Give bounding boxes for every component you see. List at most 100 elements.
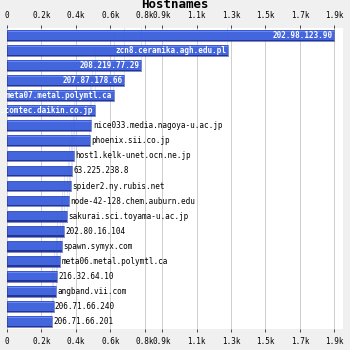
FancyBboxPatch shape <box>7 166 72 176</box>
FancyBboxPatch shape <box>7 196 69 206</box>
Bar <box>7 250 62 252</box>
Bar <box>7 211 67 222</box>
FancyBboxPatch shape <box>7 286 56 297</box>
Bar <box>7 286 56 297</box>
Polygon shape <box>69 135 70 206</box>
Polygon shape <box>56 226 57 297</box>
FancyBboxPatch shape <box>7 256 61 267</box>
Polygon shape <box>334 0 335 41</box>
Text: angband.vii.com: angband.vii.com <box>57 287 127 296</box>
FancyBboxPatch shape <box>7 90 114 101</box>
FancyBboxPatch shape <box>7 316 52 327</box>
Text: zcn8.ceramika.agh.edu.pl: zcn8.ceramika.agh.edu.pl <box>115 46 226 55</box>
Text: tokyogw1.comtec.daikin.co.jp: tokyogw1.comtec.daikin.co.jp <box>0 106 93 115</box>
FancyBboxPatch shape <box>7 135 90 146</box>
Bar <box>7 301 54 312</box>
FancyBboxPatch shape <box>7 105 95 116</box>
Polygon shape <box>124 15 125 86</box>
Polygon shape <box>141 0 142 71</box>
Bar <box>7 145 90 146</box>
FancyBboxPatch shape <box>7 181 71 191</box>
Polygon shape <box>57 211 58 282</box>
Text: sakurai.sci.toyama-u.ac.jp: sakurai.sci.toyama-u.ac.jp <box>69 212 189 220</box>
Bar <box>7 70 141 71</box>
Bar <box>7 30 334 32</box>
Text: 202.80.16.104: 202.80.16.104 <box>65 227 125 236</box>
Bar <box>7 135 90 146</box>
Bar <box>7 60 141 62</box>
Polygon shape <box>67 150 68 222</box>
Polygon shape <box>91 60 92 131</box>
Title: Hostnames: Hostnames <box>141 0 209 11</box>
Bar <box>7 265 61 267</box>
Bar <box>7 60 141 71</box>
Bar <box>7 100 114 101</box>
FancyBboxPatch shape <box>7 226 64 237</box>
Bar <box>7 226 64 237</box>
Text: spawn.symyx.com: spawn.symyx.com <box>63 242 133 251</box>
FancyBboxPatch shape <box>7 75 124 86</box>
FancyBboxPatch shape <box>7 120 91 131</box>
Text: meta06.metal.polymtl.ca: meta06.metal.polymtl.ca <box>62 257 168 266</box>
FancyBboxPatch shape <box>7 60 141 71</box>
Bar <box>7 211 67 212</box>
Bar <box>7 130 91 131</box>
FancyBboxPatch shape <box>7 30 334 41</box>
Bar <box>7 181 71 191</box>
Bar <box>7 105 95 116</box>
Bar <box>7 295 56 297</box>
Bar <box>7 241 62 252</box>
Bar <box>7 166 72 167</box>
Bar <box>7 286 56 288</box>
Bar <box>7 256 61 267</box>
Polygon shape <box>72 105 74 176</box>
Bar <box>7 235 64 237</box>
Bar <box>7 326 52 327</box>
Bar <box>7 85 124 86</box>
Bar <box>7 166 72 176</box>
Text: nice033.media.nagoya-u.ac.jp: nice033.media.nagoya-u.ac.jp <box>93 121 222 130</box>
Bar <box>7 271 57 282</box>
Bar <box>7 181 71 182</box>
Text: 206.71.66.240: 206.71.66.240 <box>55 302 115 311</box>
Bar <box>7 316 52 318</box>
Bar <box>7 55 228 56</box>
FancyBboxPatch shape <box>7 241 62 252</box>
Bar <box>7 256 61 258</box>
Bar <box>7 316 52 327</box>
Text: node-42-128.chem.auburn.edu: node-42-128.chem.auburn.edu <box>70 197 195 205</box>
Bar <box>7 226 64 228</box>
Text: 208.219.77.29: 208.219.77.29 <box>80 61 140 70</box>
Text: 207.87.178.66: 207.87.178.66 <box>63 76 123 85</box>
Bar <box>7 190 71 191</box>
Text: 206.71.66.201: 206.71.66.201 <box>53 317 113 326</box>
Bar <box>7 271 57 273</box>
FancyBboxPatch shape <box>7 45 228 56</box>
Bar <box>7 90 114 101</box>
Bar <box>7 301 54 303</box>
Bar <box>7 30 334 41</box>
Bar <box>7 280 57 282</box>
Bar <box>7 120 91 122</box>
Bar <box>7 135 90 137</box>
Polygon shape <box>71 120 72 191</box>
Bar <box>7 105 95 107</box>
Polygon shape <box>74 90 75 161</box>
Bar <box>7 196 69 206</box>
Polygon shape <box>64 166 65 237</box>
Bar <box>7 90 114 92</box>
Polygon shape <box>95 45 96 116</box>
Text: spider2.ny.rubis.net: spider2.ny.rubis.net <box>72 182 164 190</box>
Bar <box>7 75 124 86</box>
Bar <box>7 45 228 56</box>
Polygon shape <box>228 0 229 56</box>
Bar <box>7 150 74 161</box>
Bar <box>7 160 74 161</box>
Bar <box>7 45 228 47</box>
Bar <box>7 220 67 222</box>
FancyBboxPatch shape <box>7 301 54 312</box>
Bar <box>7 115 95 116</box>
Bar <box>7 241 62 243</box>
Bar <box>7 120 91 131</box>
FancyBboxPatch shape <box>7 150 74 161</box>
